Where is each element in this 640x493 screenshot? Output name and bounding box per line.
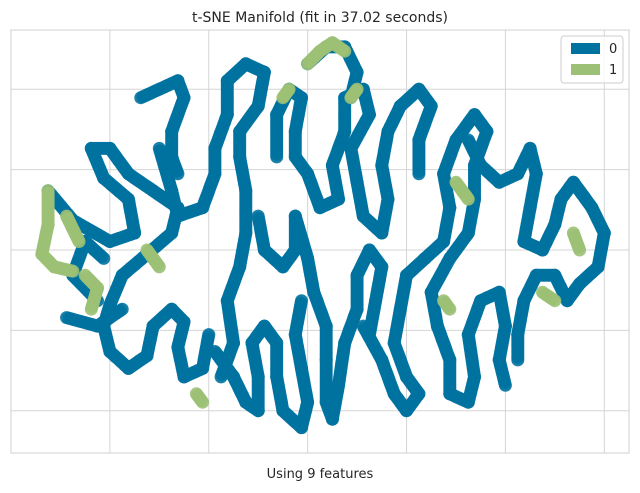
legend-swatch-1 (571, 64, 600, 75)
legend-swatch-0 (571, 43, 600, 54)
point-1-106 (338, 44, 352, 58)
point-0-1634 (498, 378, 512, 392)
point-1-122 (461, 192, 475, 206)
scatter-points (35, 36, 611, 435)
point-0-957 (412, 167, 426, 181)
x-axis-label: Using 9 features (267, 467, 374, 482)
point-1-112 (350, 82, 364, 96)
point-1-62 (84, 302, 98, 316)
point-1-128 (443, 302, 457, 316)
point-1-134 (282, 82, 296, 96)
point-0-375 (171, 167, 185, 181)
legend-label-1: 1 (609, 63, 617, 78)
point-1-155 (573, 243, 587, 257)
point-1-84 (152, 260, 166, 274)
legend: 0 1 (560, 35, 624, 84)
series-1 (35, 36, 587, 409)
plot-frame (10, 29, 630, 454)
point-0-2136 (115, 302, 129, 316)
point-1-44 (66, 264, 80, 278)
point-1-147 (548, 294, 562, 308)
point-0-1884 (511, 353, 525, 367)
chart-title: t-SNE Manifold (fit in 37.02 seconds) (192, 10, 448, 26)
point-0-315 (202, 328, 216, 342)
point-1-140 (196, 395, 210, 409)
point-0-2177 (97, 251, 111, 265)
point-0-2065 (295, 294, 308, 308)
legend-label-0: 0 (609, 42, 617, 57)
point-1-74 (72, 235, 86, 248)
series-0 (41, 40, 611, 435)
